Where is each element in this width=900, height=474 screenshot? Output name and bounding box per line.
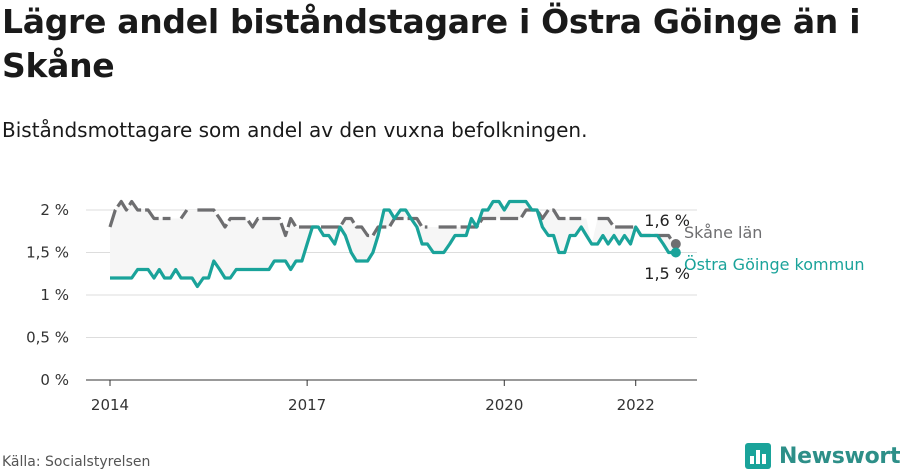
bar-chart-icon <box>745 443 771 469</box>
series-end-value: 1,6 % <box>644 211 690 230</box>
brand-name: Newsworthy <box>779 443 900 469</box>
x-tick-label: 2020 <box>485 396 523 414</box>
series-end-point <box>670 239 681 249</box>
chart-title: Lägre andel biståndstagare i Östra Göing… <box>2 2 861 85</box>
chart-subtitle: Biståndsmottagare som andel av den vuxna… <box>2 118 588 142</box>
y-tick-label: 1,5 % <box>26 244 69 262</box>
x-tick-label: 2014 <box>91 396 129 414</box>
axes: 0 % 0,5 % 1 % 1,5 % 2 % 2014 2017 2020 2022 <box>26 201 697 414</box>
series-name-label: Östra Göinge kommun <box>684 255 864 274</box>
y-tick-label: 1 % <box>40 286 69 304</box>
y-tick-label: 2 % <box>40 201 69 219</box>
x-tick-label: 2022 <box>617 396 655 414</box>
series-labels: 1,6 %Skåne län 1,5 %Östra Göinge kommun <box>644 211 864 283</box>
series-end-point <box>670 247 681 258</box>
source-note: Källa: Socialstyrelsen <box>2 454 151 470</box>
series-lines <box>108 199 681 289</box>
series-end-value: 1,5 % <box>644 264 690 283</box>
series-name-label: Skåne län <box>684 223 762 242</box>
series-gap-band <box>110 201 674 287</box>
x-tick-label: 2017 <box>288 396 326 414</box>
brand-logo[interactable]: Newsworthy <box>745 441 900 471</box>
y-tick-label: 0,5 % <box>26 329 69 347</box>
y-tick-label: 0 % <box>40 371 69 389</box>
series-line-ostra-goinge <box>110 199 674 289</box>
difference-band <box>110 201 674 287</box>
